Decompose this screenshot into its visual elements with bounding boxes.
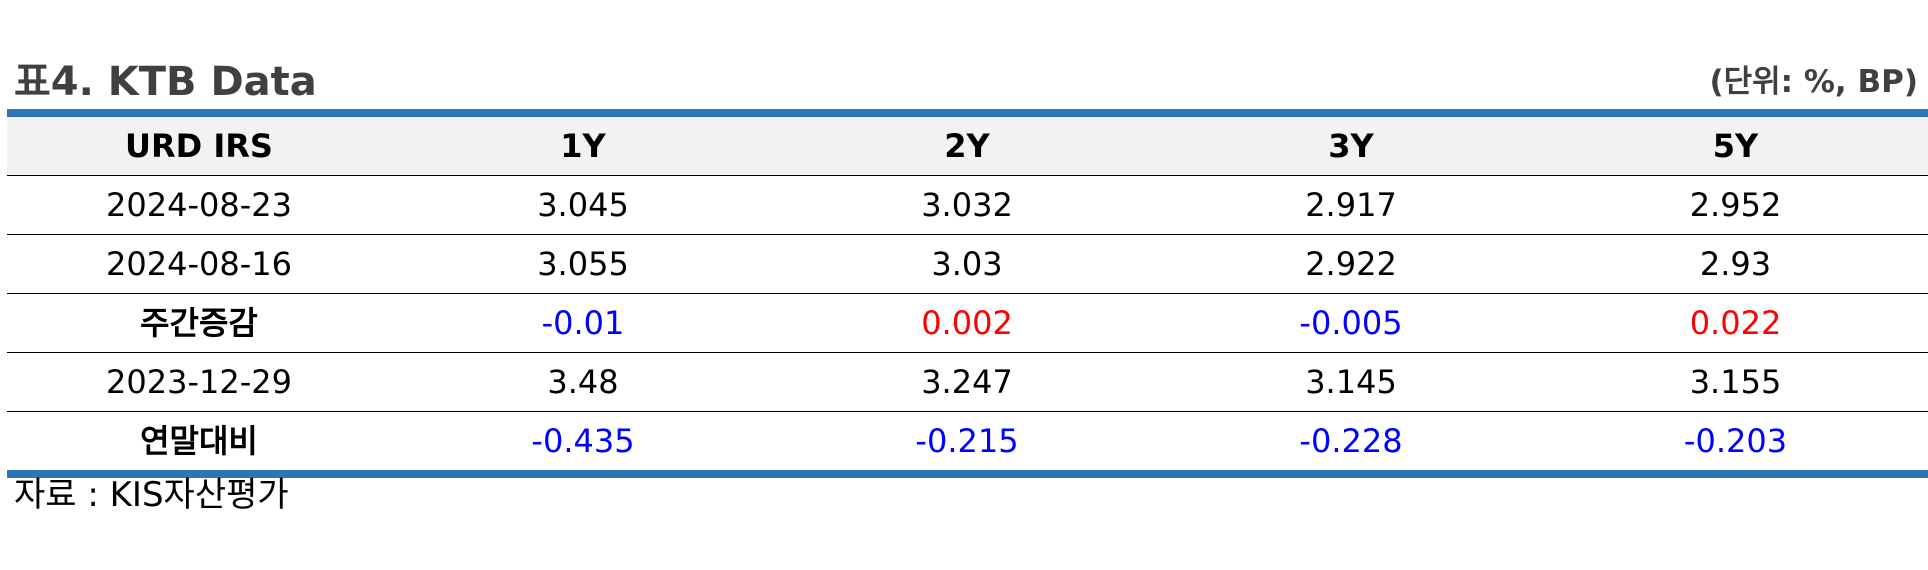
row-label: 2024-08-16 (7, 234, 391, 294)
row-label: 2023-12-29 (7, 352, 391, 412)
ktb-data-table: URD IRS 1Y 2Y 3Y 5Y 2024-08-23 3.045 3.0… (7, 117, 1928, 470)
column-header: 5Y (1543, 117, 1928, 176)
table-cell: 3.247 (775, 352, 1159, 412)
top-rule (7, 109, 1928, 117)
change-cell: 0.022 (1543, 293, 1928, 353)
change-cell: -0.215 (915, 422, 1019, 460)
change-cell: -0.01 (391, 293, 775, 353)
table-row: 주간증감 -0.01 0.002 -0.005 0.022 (7, 293, 1928, 353)
table-row: 2024-08-16 3.055 3.03 2.922 2.93 (7, 234, 1928, 294)
table-cell: 3.055 (391, 234, 775, 294)
table-cell: 2.93 (1543, 234, 1928, 294)
title-row: 표4. KTB Data (단위: %, BP) (0, 56, 1928, 108)
row-label: 2024-08-23 (7, 175, 391, 235)
column-header: 3Y (1159, 117, 1543, 176)
change-cell: -0.005 (1159, 293, 1543, 353)
source-note: 자료 : KIS자산평가 (14, 475, 289, 515)
bottom-rule (7, 470, 1928, 478)
header-row: URD IRS 1Y 2Y 3Y 5Y (7, 117, 1928, 176)
change-cell: 0.002 (775, 293, 1159, 353)
table-cell: 3.155 (1543, 352, 1928, 412)
table-container: URD IRS 1Y 2Y 3Y 5Y 2024-08-23 3.045 3.0… (7, 109, 1928, 478)
table-cell: 3.48 (391, 352, 775, 412)
table-cell: 3.145 (1159, 352, 1543, 412)
row-label: 주간증감 (7, 293, 391, 353)
table-title: 표4. KTB Data (14, 59, 317, 105)
table-row: 2023-12-29 3.48 3.247 3.145 3.155 (7, 352, 1928, 412)
table-cell: 3.045 (391, 175, 775, 235)
column-header: 1Y (391, 117, 775, 176)
change-cell: -0.435 (531, 422, 635, 460)
row-label: 연말대비 (140, 422, 258, 460)
unit-note: (단위: %, BP) (1709, 64, 1918, 100)
change-cell: -0.228 (1299, 422, 1403, 460)
table-cell: 3.032 (775, 175, 1159, 235)
table-cell: 2.922 (1159, 234, 1543, 294)
table-row: 2024-08-23 3.045 3.032 2.917 2.952 (7, 175, 1928, 235)
table-row: 연말대비 -0.435 -0.215 -0.228 -0.203 (7, 412, 1928, 471)
table-cell: 2.917 (1159, 175, 1543, 235)
table-cell: 3.03 (775, 234, 1159, 294)
table-cell: 2.952 (1543, 175, 1928, 235)
column-header: 2Y (775, 117, 1159, 176)
column-header: URD IRS (7, 117, 391, 176)
change-cell: -0.203 (1683, 422, 1788, 460)
